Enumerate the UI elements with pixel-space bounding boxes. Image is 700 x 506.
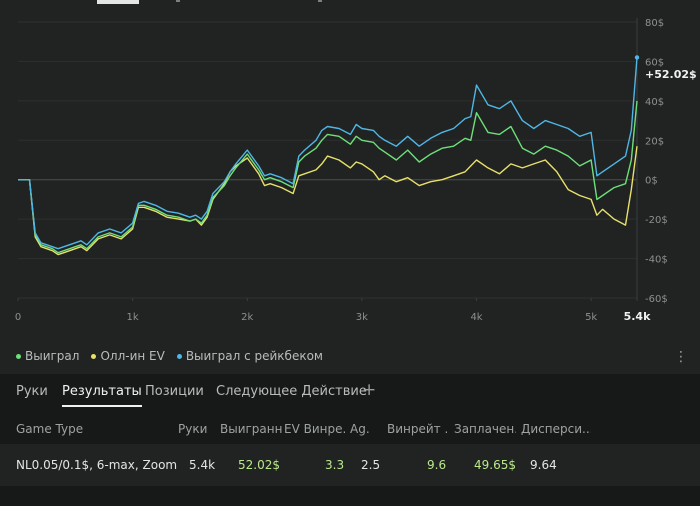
x-tick-label: 1k [127, 312, 139, 323]
tab-next-action[interactable]: Следующее Действие [216, 384, 367, 399]
results-table-header: Game Type Руки Выигранно EV Винре... Ag.… [0, 414, 700, 444]
x-tick-label: 0 [15, 312, 21, 323]
y-tick-label: -40$ [645, 255, 668, 266]
y-tick-label: 40$ [645, 97, 664, 108]
column-header-game-type[interactable]: Game Type [16, 422, 84, 436]
y-tick-label: -60$ [645, 294, 668, 305]
more-options-icon[interactable]: ⋮ [674, 349, 688, 365]
series-line-1 [18, 146, 638, 256]
legend-dot-icon [176, 353, 182, 359]
top-tab-partial[interactable] [318, 0, 322, 2]
legend-label-won: Выиграл [25, 349, 80, 363]
column-header-paid[interactable]: Заплачен... [454, 422, 516, 436]
legend-dot-icon [91, 353, 97, 359]
top-tab-active-indicator [97, 0, 139, 4]
y-tick-label: 20$ [645, 136, 664, 147]
cell-game-type: NL0.05/0.1$, 6-max, Zoom [16, 458, 178, 472]
x-tick-label: 5k [585, 312, 597, 323]
y-tick-label: 0$ [645, 176, 658, 187]
x-tick-label: 4k [470, 312, 482, 323]
y-tick-label: -20$ [645, 215, 668, 226]
legend-label-won-rake: Выиграл с рейкбеком [185, 349, 323, 363]
tab-hands[interactable]: Руки [16, 384, 48, 399]
top-tab-partial[interactable] [176, 0, 180, 2]
column-header-ev-winrate[interactable]: EV Винре... [284, 422, 346, 436]
cell-aggression: 2.5 [361, 458, 381, 472]
table-row[interactable]: NL0.05/0.1$, 6-max, Zoom 5.4k 52.02$ 3.3… [0, 444, 700, 486]
x-tick-label: 2k [241, 312, 253, 323]
legend-item-allin-ev[interactable]: Олл-ин EV [91, 349, 165, 363]
tab-results[interactable]: Результаты [62, 384, 142, 407]
chart-panel: 80$ 60$ 40$ 20$ 0$ -20$ -40$ -60$ 0 1k 2k 3k 4k 5k 5.4… [0, 10, 700, 374]
cell-won: 52.02$ [238, 458, 280, 472]
legend-dot-icon [16, 353, 21, 359]
series-end-point [634, 55, 640, 60]
cell-winrate: 9.6 [427, 458, 447, 472]
column-header-aggression[interactable]: Ag. [350, 422, 370, 436]
tab-positions[interactable]: Позиции [145, 384, 204, 399]
add-tab-icon[interactable]: + [362, 380, 377, 400]
result-tabs: Руки Результаты Позиции Следующее Действ… [0, 374, 700, 414]
profit-chart: 80$ 60$ 40$ 20$ 0$ -20$ -40$ -60$ 0 1k 2k 3k 4k 5k 5.4… [15, 18, 668, 323]
x-tick-label: 3k [356, 312, 368, 323]
column-header-won[interactable]: Выигранно [220, 422, 282, 436]
y-tick-label: 60$ [645, 57, 664, 68]
cell-variance: 9.64 [530, 458, 557, 472]
chart-legend: Выиграл Олл-ин EV Выиграл с рейкбеком [16, 348, 323, 364]
bottom-area [0, 486, 700, 506]
column-header-winrate[interactable]: Винрейт ... [387, 422, 447, 436]
legend-item-won[interactable]: Выиграл [16, 349, 79, 363]
series-line-0 [18, 100, 638, 254]
cell-ev-winrate: 3.3 [325, 458, 345, 472]
x-tick-label: 5.4k [624, 310, 651, 323]
column-header-hands[interactable]: Руки [178, 422, 208, 436]
series-line-2 [18, 57, 638, 250]
column-header-variance[interactable]: Дисперси... [521, 422, 591, 436]
cell-hands: 5.4k [189, 458, 216, 472]
y-tick-label: 80$ [645, 18, 664, 29]
legend-item-won-rake[interactable]: Выиграл с рейкбеком [176, 349, 323, 363]
cell-paid: 49.65$ [474, 458, 516, 472]
top-tab-bar [0, 0, 700, 10]
legend-label-allin-ev: Олл-ин EV [100, 349, 165, 363]
chart-end-value-label: +52.02$ [645, 68, 697, 81]
